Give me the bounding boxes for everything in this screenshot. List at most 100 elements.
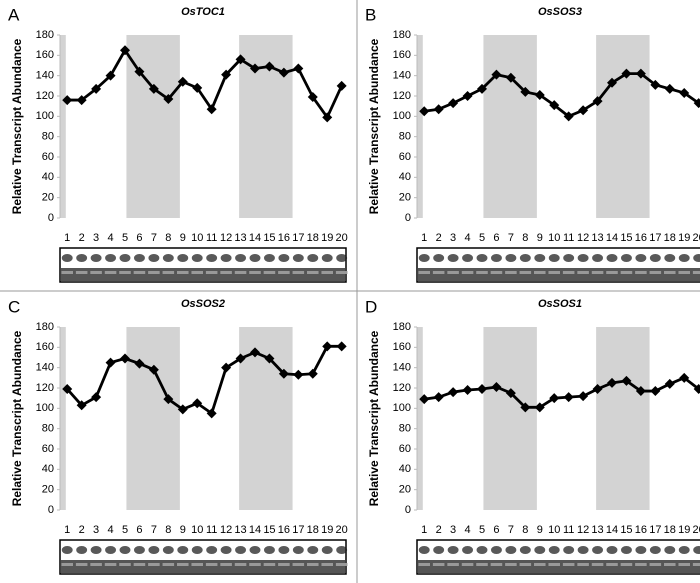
blot-band [649,546,661,554]
blot-band [177,546,189,554]
y-tick-label: 40 [399,171,411,183]
blot-band [577,254,589,262]
y-tick-label: 120 [36,382,54,394]
chart-title: OsSOS1 [538,298,582,310]
y-tick-label: 160 [393,341,411,353]
blot-band [133,546,145,554]
y-tick-label: 80 [42,423,54,435]
blot-band [519,546,531,554]
blot-band [664,563,676,566]
blot-band [635,546,647,554]
blot-band [336,254,348,262]
x-tick-label: 1 [421,524,427,536]
data-point [134,66,145,77]
blot-band [577,271,589,274]
blot-band [177,563,189,566]
y-tick-label: 140 [393,70,411,82]
panel-label: C [8,297,20,316]
data-point [293,63,304,74]
x-tick-label: 18 [664,524,676,536]
y-tick-label: 0 [405,212,411,224]
x-tick-label: 1 [64,232,70,244]
data-point [592,96,603,107]
x-tick-label: 20 [693,524,700,536]
data-point [549,393,560,404]
y-tick-label: 40 [399,463,411,475]
x-tick-label: 18 [307,232,319,244]
blot-band [519,563,532,566]
blot-band [476,271,488,274]
blot-band [335,563,348,566]
dark-period [483,327,537,510]
blot-band [90,563,102,566]
y-axis-label: Relative Transcript Abundance [10,330,24,506]
blot-band [476,563,488,566]
data-point [105,70,116,81]
blot-band [105,254,117,262]
x-tick-label: 18 [307,524,319,536]
blot-band [534,546,546,554]
x-tick-label: 7 [151,232,157,244]
x-tick-label: 5 [479,524,485,536]
data-point [62,95,73,106]
blot-band [76,254,88,262]
data-point [635,68,646,79]
blot-band [75,563,88,566]
data-point [621,68,632,79]
y-tick-label: 100 [393,402,411,414]
blot-band [119,254,131,262]
blot-band [649,563,662,566]
blot-band [562,563,575,566]
x-tick-label: 8 [522,232,528,244]
blot-band [591,271,604,274]
x-tick-label: 10 [191,524,203,536]
data-point [477,83,487,94]
data-point [578,105,589,116]
data-point [206,408,217,419]
x-tick-label: 20 [336,232,348,244]
blot-band [321,546,333,554]
panel-label: B [365,5,376,24]
chart-title: OsSOS2 [181,298,225,310]
x-tick-label: 6 [136,524,142,536]
data-point [264,61,275,72]
x-tick-label: 14 [606,232,618,244]
blot-band [191,563,203,566]
blot-band [432,563,445,566]
blot-band [447,546,459,554]
x-tick-label: 15 [620,524,632,536]
x-tick-label: 6 [493,232,499,244]
blot-band [90,271,102,274]
y-tick-label: 120 [393,382,411,394]
x-tick-label: 2 [436,232,442,244]
blot-band [220,546,232,554]
data-point [563,111,574,122]
data-point [76,400,87,411]
x-tick-label: 10 [548,524,560,536]
dark-period [60,35,66,218]
data-point [105,357,116,368]
blot-band [693,254,700,262]
y-tick-label: 180 [393,321,411,333]
data-point [635,386,646,397]
data-point [419,106,430,117]
x-tick-label: 7 [508,232,514,244]
y-tick-label: 80 [399,131,411,143]
blot-band [490,271,503,274]
x-tick-label: 4 [464,232,470,244]
blot-band [61,563,73,566]
blot-band [534,271,546,274]
blot-band [177,254,189,262]
panel: A OsTOC1 Relative Transcript Abundance 0 20 4… [8,5,348,283]
blot-band [307,271,319,274]
blot-band [418,271,430,274]
blot-band [162,254,174,262]
x-tick-label: 20 [693,232,700,244]
blot-band [461,271,474,274]
x-tick-label: 15 [263,232,275,244]
dark-period [483,35,537,218]
blot-band [278,546,290,554]
data-point [664,83,675,94]
blot-band [620,254,632,262]
blot-band [490,546,502,554]
